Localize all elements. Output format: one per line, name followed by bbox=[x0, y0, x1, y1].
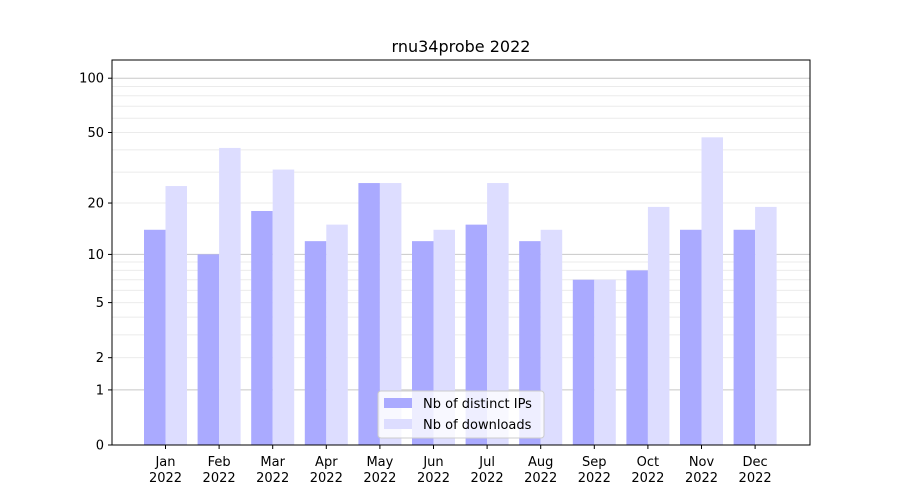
bar-distinct-ips bbox=[572, 279, 595, 445]
y-tick-label: 50 bbox=[87, 126, 104, 141]
x-tick-label: 2022 bbox=[203, 471, 236, 486]
bar-downloads bbox=[540, 229, 563, 445]
y-tick-label: 2 bbox=[96, 351, 104, 366]
y-tick-label: 0 bbox=[96, 439, 104, 454]
bar-downloads bbox=[219, 147, 241, 445]
bar-downloads bbox=[487, 183, 509, 445]
x-tick-label: 2022 bbox=[256, 471, 289, 486]
chart-title: rnu34probe 2022 bbox=[392, 37, 531, 56]
bar-downloads bbox=[165, 186, 187, 445]
x-tick-label: 2022 bbox=[524, 471, 557, 486]
y-tick-label: 10 bbox=[87, 248, 104, 263]
x-axis: Jan2022Feb2022Mar2022Apr2022May2022Jun20… bbox=[149, 445, 772, 486]
legend-label-downloads: Nb of downloads bbox=[423, 418, 532, 433]
y-tick-label: 100 bbox=[79, 72, 104, 87]
bar-distinct-ips bbox=[680, 229, 702, 445]
bar-downloads bbox=[272, 169, 295, 445]
x-tick-label: Nov bbox=[689, 455, 715, 470]
legend-box bbox=[377, 390, 545, 439]
x-tick-label: Apr bbox=[315, 455, 338, 470]
x-tick-label: 2022 bbox=[685, 471, 718, 486]
x-tick-label: Jan bbox=[154, 455, 175, 470]
bar-distinct-ips bbox=[465, 224, 488, 445]
x-tick-label: Dec bbox=[743, 455, 768, 470]
bar-distinct-ips bbox=[197, 254, 220, 445]
legend-swatch-ips bbox=[384, 398, 412, 408]
x-tick-label: 2022 bbox=[631, 471, 664, 486]
y-axis: 0 1 2 5 10 20 50 100 bbox=[79, 72, 112, 454]
x-tick-label: Feb bbox=[208, 455, 231, 470]
bar-downloads bbox=[755, 206, 777, 445]
legend-swatch-downloads bbox=[384, 419, 412, 429]
bar-distinct-ips bbox=[733, 229, 756, 445]
legend: Nb of distinct IPs Nb of downloads bbox=[377, 390, 545, 439]
x-tick-label: 2022 bbox=[417, 471, 450, 486]
bar-downloads bbox=[701, 137, 723, 446]
x-tick-label: 2022 bbox=[471, 471, 504, 486]
x-tick-label: May bbox=[366, 455, 393, 470]
y-tick-label: 20 bbox=[87, 197, 104, 212]
y-tick-label: 1 bbox=[96, 383, 104, 398]
plot-frame bbox=[111, 59, 811, 446]
x-tick-label: Jul bbox=[478, 455, 495, 470]
legend-label-ips: Nb of distinct IPs bbox=[423, 397, 532, 412]
x-tick-label: 2022 bbox=[578, 471, 611, 486]
x-tick-label: 2022 bbox=[363, 471, 396, 486]
bar-distinct-ips bbox=[358, 183, 380, 445]
x-tick-label: Sep bbox=[582, 455, 607, 470]
x-tick-label: Aug bbox=[528, 455, 553, 470]
x-tick-label: Mar bbox=[260, 455, 285, 470]
y-tick-label: 5 bbox=[96, 296, 104, 311]
x-tick-label: 2022 bbox=[310, 471, 343, 486]
x-tick-label: Jun bbox=[422, 455, 443, 470]
bar-distinct-ips bbox=[144, 229, 166, 445]
x-tick-label: 2022 bbox=[739, 471, 772, 486]
bar-distinct-ips bbox=[304, 241, 327, 445]
x-tick-label: Oct bbox=[637, 455, 659, 470]
bar-downloads bbox=[594, 279, 616, 445]
bar-downloads bbox=[326, 224, 348, 445]
bar-downloads bbox=[379, 183, 402, 445]
x-tick-label: 2022 bbox=[149, 471, 182, 486]
bar-distinct-ips bbox=[251, 210, 273, 445]
bar-downloads bbox=[647, 206, 670, 445]
bar-distinct-ips bbox=[626, 270, 648, 445]
